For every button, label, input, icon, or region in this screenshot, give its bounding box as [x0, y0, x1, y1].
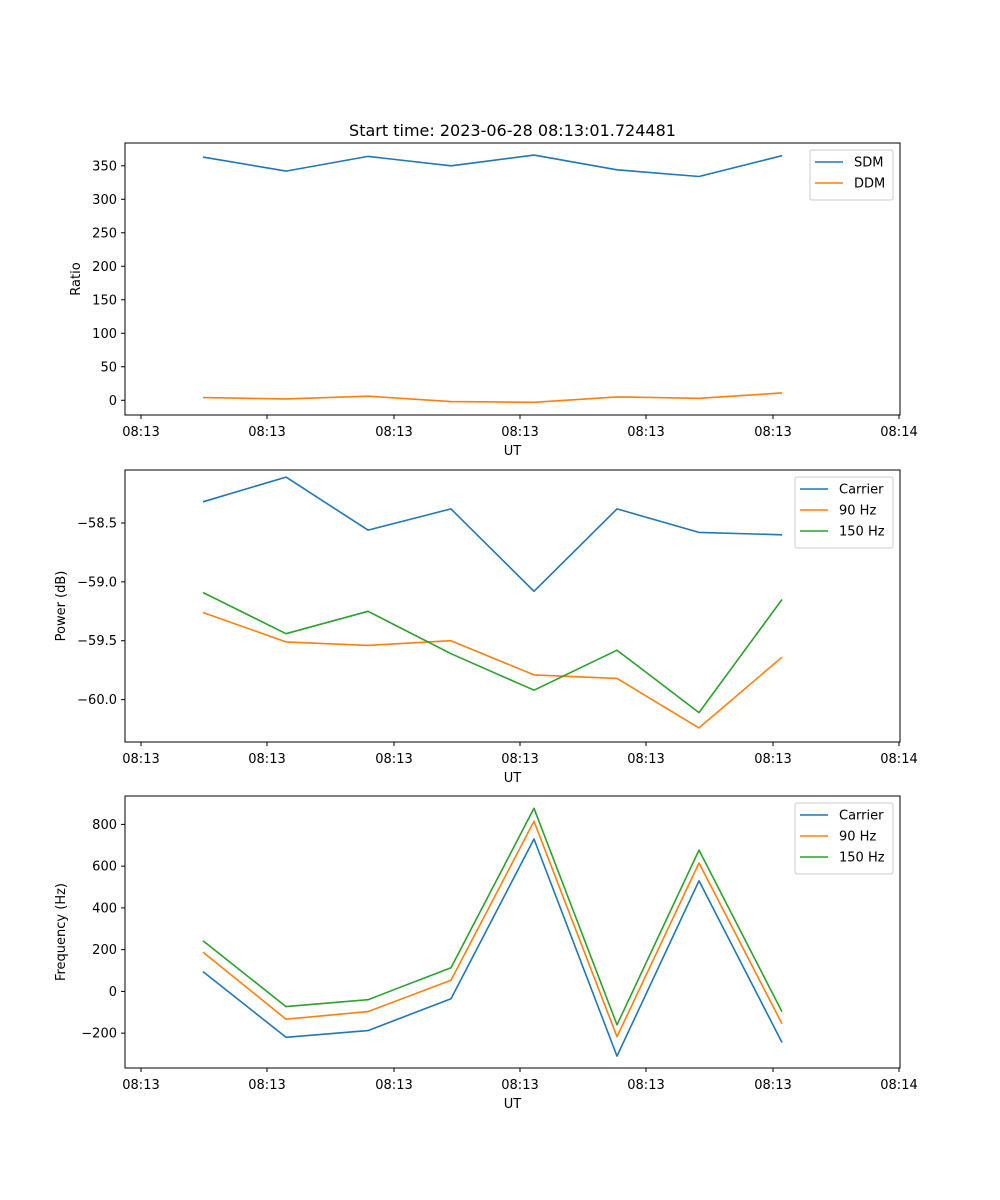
series-line-90-hz: [202, 611, 783, 729]
series-line-150-hz: [202, 807, 783, 1026]
chart-panels: 08:13 08:13 08:13 08:13 08:13 08:13 08:14 0 50 10…: [54, 142, 918, 1112]
y-axis-label: Ratio: [69, 262, 84, 295]
x-tick-label: 08:13: [501, 1078, 538, 1093]
y-tick-label: 150: [92, 293, 117, 308]
x-tick-label: 08:13: [754, 752, 791, 767]
x-tick-label: 08:13: [122, 425, 159, 440]
y-tick-label: 200: [92, 943, 117, 958]
x-tick-label: 08:13: [375, 752, 412, 767]
series-line-carrier: [202, 838, 783, 1057]
x-tick-label: 08:13: [248, 1078, 285, 1093]
y-tick-label: 250: [92, 226, 117, 241]
legend-entry: 150 Hz: [839, 851, 885, 866]
y-tick-label: 800: [92, 818, 117, 833]
series-line-ddm: [202, 392, 783, 404]
y-tick-label: 0: [109, 985, 117, 1000]
y-tick-label: −59.5: [77, 634, 117, 649]
legend-entry: DDM: [854, 177, 885, 192]
y-axis-label: Frequency (Hz): [54, 883, 69, 981]
x-tick-label: 08:13: [754, 1078, 791, 1093]
y-tick-label: −59.0: [77, 575, 117, 590]
legend-entry: 150 Hz: [839, 525, 885, 540]
chart-title: Start time: 2023-06-28 08:13:01.724481: [349, 121, 676, 140]
y-tick-label: 0: [109, 394, 117, 409]
legend-entry: Carrier: [839, 483, 884, 498]
y-tick-label: 350: [92, 159, 117, 174]
series-line-carrier: [202, 476, 783, 593]
series-line-150-hz: [202, 591, 783, 714]
x-tick-label: 08:13: [122, 1078, 159, 1093]
legend-entry: SDM: [854, 156, 883, 171]
legend-entry: 90 Hz: [839, 504, 876, 519]
legend-entry: 90 Hz: [839, 830, 876, 845]
y-tick-label: 600: [92, 860, 117, 875]
series-line-sdm: [202, 154, 783, 178]
x-tick-label: 08:14: [880, 425, 917, 440]
y-tick-label: −60.0: [77, 693, 117, 708]
y-tick-label: −200: [81, 1027, 117, 1042]
x-tick-label: 08:13: [501, 425, 538, 440]
x-tick-label: 08:14: [880, 1078, 917, 1093]
y-tick-label: 200: [92, 260, 117, 275]
chart-panel-3: 08:13 08:13 08:13 08:13 08:13 08:13 08:14 −200 0…: [54, 795, 918, 1112]
y-tick-label: 400: [92, 901, 117, 916]
x-tick-label: 08:13: [501, 752, 538, 767]
x-tick-label: 08:13: [754, 425, 791, 440]
chart-panel-1: 08:13 08:13 08:13 08:13 08:13 08:13 08:14 0 50 10…: [69, 142, 918, 459]
x-axis-label: UT: [504, 444, 522, 459]
x-tick-label: 08:13: [375, 1078, 412, 1093]
legend: SDM DDM: [809, 149, 894, 201]
x-axis-label: UT: [504, 771, 522, 786]
plot-area-frame: [124, 795, 901, 1069]
x-tick-label: 08:13: [627, 425, 664, 440]
legend-entry: Carrier: [839, 809, 884, 824]
plot-area-frame: [124, 469, 901, 743]
x-tick-label: 08:13: [375, 425, 412, 440]
x-tick-label: 08:13: [627, 752, 664, 767]
x-axis-label: UT: [504, 1097, 522, 1112]
series-line-90-hz: [202, 820, 783, 1038]
y-axis-label: Power (dB): [54, 571, 69, 642]
y-tick-label: −58.5: [77, 516, 117, 531]
chart-panel-2: 08:13 08:13 08:13 08:13 08:13 08:13 08:14 −58.5…: [54, 469, 918, 786]
y-tick-label: 50: [100, 360, 117, 375]
x-tick-label: 08:13: [248, 752, 285, 767]
legend: Carrier 90 Hz 150 Hz: [794, 802, 894, 875]
x-tick-label: 08:13: [122, 752, 159, 767]
y-tick-label: 100: [92, 327, 117, 342]
y-tick-label: 300: [92, 193, 117, 208]
x-tick-label: 08:14: [880, 752, 917, 767]
x-tick-label: 08:13: [248, 425, 285, 440]
plot-area-frame: [124, 142, 901, 416]
legend: Carrier 90 Hz 150 Hz: [794, 476, 894, 549]
x-tick-label: 08:13: [627, 1078, 664, 1093]
